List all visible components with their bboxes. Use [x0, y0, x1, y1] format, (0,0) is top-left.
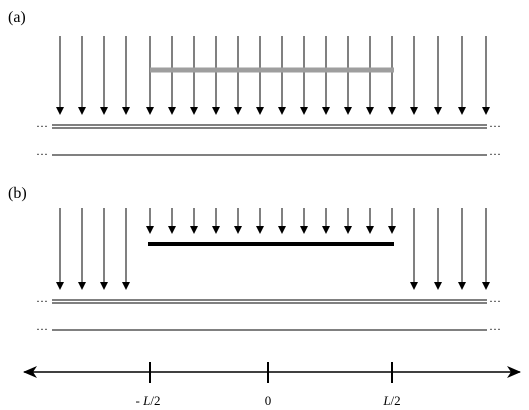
- panel-a-arrows: [56, 36, 490, 115]
- panel-a-dots-left-1: ···: [36, 119, 48, 133]
- tick-label-zero: 0: [265, 393, 272, 408]
- panel-b: (b) ··· ··· ··· ···: [8, 185, 501, 336]
- panel-b-dots-right-1: ···: [489, 294, 501, 308]
- position-axis: - L/2 0 L/2: [23, 362, 521, 408]
- tick-label-minus-half: - L/2: [136, 393, 161, 408]
- panel-b-dots-right-2: ···: [489, 322, 501, 336]
- panel-b-dots-left-1: ···: [36, 294, 48, 308]
- panel-b-arrows: [56, 208, 490, 290]
- panel-a-dots-left-2: ···: [36, 147, 48, 161]
- panel-b-label: (b): [8, 185, 27, 202]
- tick-label-plus-half: L/2: [382, 393, 400, 408]
- panel-a-dots-right-1: ···: [489, 119, 501, 133]
- panel-a-dots-right-2: ···: [489, 147, 501, 161]
- panel-a: (a) ··· ··· ··· ···: [8, 9, 501, 161]
- panel-a-label: (a): [8, 9, 26, 26]
- panel-b-dots-left-2: ···: [36, 322, 48, 336]
